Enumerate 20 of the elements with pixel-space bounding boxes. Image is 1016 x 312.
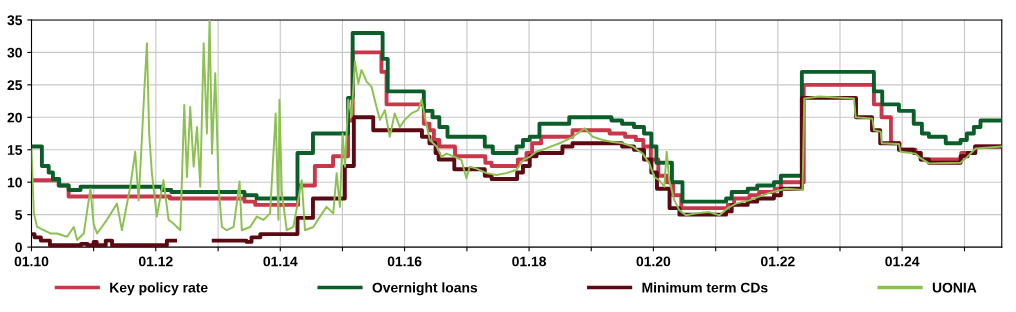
x-tick-label: 01.12	[138, 256, 173, 267]
x-tick-label: 01.20	[636, 256, 671, 267]
y-tick-label: 30	[7, 47, 22, 58]
y-tick-label: 5	[15, 210, 23, 220]
y-tick-label: 0	[15, 242, 22, 253]
y-tick-label: 20	[7, 112, 22, 123]
x-tick-label: 01.22	[761, 256, 795, 267]
x-tick-label: 01.10	[14, 256, 49, 267]
legend-label: UONIA	[932, 282, 977, 293]
x-tick-label: 01.24	[885, 256, 920, 267]
legend-label: Key policy rate	[110, 282, 208, 296]
x-tick-label: 01.14	[263, 256, 298, 267]
y-tick-label: 15	[7, 145, 23, 155]
x-tick-label: 01.16	[387, 256, 422, 267]
x-tick-label: 01.18	[512, 256, 547, 267]
legend-label: Overnight loans	[372, 282, 478, 296]
y-tick-label: 25	[7, 80, 23, 91]
legend-label: Minimum term CDs	[642, 282, 768, 293]
y-tick-label: 10	[7, 177, 22, 188]
y-tick-label: 35	[7, 15, 23, 26]
